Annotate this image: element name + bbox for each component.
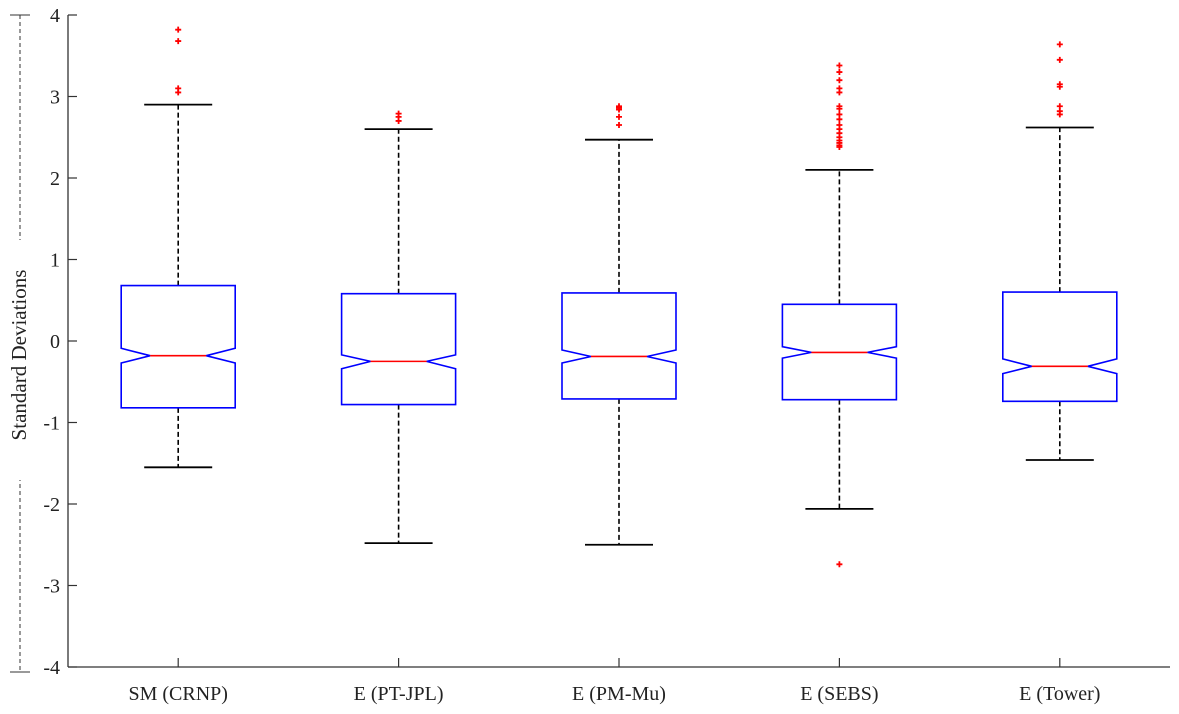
- outlier-point: [616, 122, 622, 129]
- outlier-point: [395, 117, 402, 124]
- box-series: [120, 26, 1118, 568]
- y-tick-label: 3: [50, 87, 60, 109]
- outlier-point: [616, 106, 622, 113]
- outlier-point: [175, 26, 182, 33]
- outlier-point: [836, 561, 843, 568]
- y-tick-label: 2: [50, 168, 60, 190]
- y-label-frame: Standard Deviations: [6, 14, 34, 673]
- y-tick-label: 1: [50, 250, 60, 272]
- outlier-point: [836, 89, 843, 96]
- outlier-point: [836, 105, 843, 112]
- notched-box: [340, 292, 457, 406]
- outlier-point: [175, 38, 182, 45]
- y-tick-label: 4: [50, 5, 60, 27]
- outlier-point: [836, 144, 843, 151]
- x-tick-label: E (SEBS): [800, 683, 878, 705]
- outlier-point: [1056, 56, 1063, 63]
- x-tick-label: E (PM-Mu): [572, 683, 666, 705]
- notched-box: [781, 303, 898, 401]
- box-1: [120, 26, 236, 469]
- outlier-point: [836, 62, 843, 69]
- box-5: [1001, 41, 1118, 461]
- outlier-point: [836, 77, 843, 84]
- x-tick-label: SM (CRNP): [128, 683, 227, 705]
- y-tick-label: 0: [50, 331, 60, 353]
- outlier-point: [836, 69, 843, 76]
- y-tick-label: -4: [43, 657, 60, 679]
- outlier-point: [1056, 111, 1063, 118]
- x-tick-label: E (Tower): [1019, 683, 1100, 705]
- outlier-point: [616, 113, 622, 120]
- box-3: [561, 103, 677, 546]
- x-axis-ticks: SM (CRNP) E (PT-JPL) E (PM-Mu) E (SEBS) E (T…: [128, 658, 1100, 705]
- box-2: [340, 110, 457, 545]
- x-tick-label: E (PT-JPL): [354, 683, 444, 705]
- notched-box: [1001, 291, 1118, 403]
- outlier-point: [836, 116, 843, 123]
- outlier-point: [175, 89, 182, 96]
- outlier-point: [1056, 83, 1063, 90]
- y-tick-label: -2: [43, 494, 60, 516]
- notched-box: [561, 292, 677, 400]
- y-axis-label: Standard Deviations: [7, 270, 31, 441]
- notched-box: [120, 284, 236, 409]
- y-tick-label: -1: [43, 413, 60, 435]
- y-axis-ticks: -4 -3 -2 -1 0 1 2 3 4: [43, 5, 77, 679]
- outlier-point: [1056, 41, 1063, 48]
- y-tick-label: -3: [43, 576, 60, 598]
- box-4: [781, 62, 898, 568]
